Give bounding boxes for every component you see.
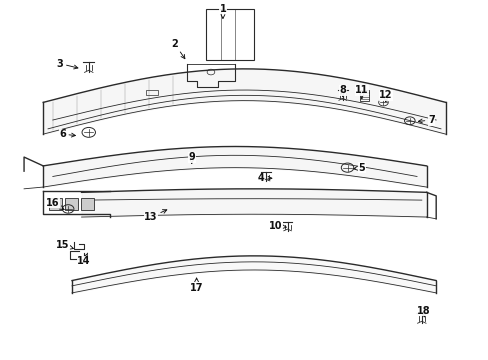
Text: 3: 3 bbox=[57, 59, 78, 69]
Text: 1: 1 bbox=[219, 4, 226, 18]
Bar bbox=[49, 198, 62, 210]
Bar bbox=[206, 9, 254, 60]
Text: 18: 18 bbox=[417, 306, 430, 317]
Text: 17: 17 bbox=[189, 278, 203, 293]
Bar bbox=[146, 90, 158, 95]
Text: 8: 8 bbox=[339, 85, 346, 96]
Text: 14: 14 bbox=[77, 253, 91, 266]
Text: 13: 13 bbox=[144, 210, 166, 222]
Text: 9: 9 bbox=[188, 152, 195, 163]
Text: 16: 16 bbox=[46, 198, 64, 210]
Text: 6: 6 bbox=[59, 129, 75, 139]
Text: 2: 2 bbox=[171, 39, 184, 59]
Text: 10: 10 bbox=[268, 221, 285, 231]
Bar bbox=[81, 198, 93, 210]
Text: 11: 11 bbox=[354, 85, 368, 98]
Text: 4: 4 bbox=[257, 173, 271, 183]
Text: 12: 12 bbox=[378, 90, 392, 102]
Bar bbox=[64, 198, 78, 210]
Bar bbox=[359, 90, 368, 101]
Text: 15: 15 bbox=[56, 240, 73, 250]
Text: 7: 7 bbox=[418, 115, 434, 125]
Text: 5: 5 bbox=[353, 163, 365, 173]
